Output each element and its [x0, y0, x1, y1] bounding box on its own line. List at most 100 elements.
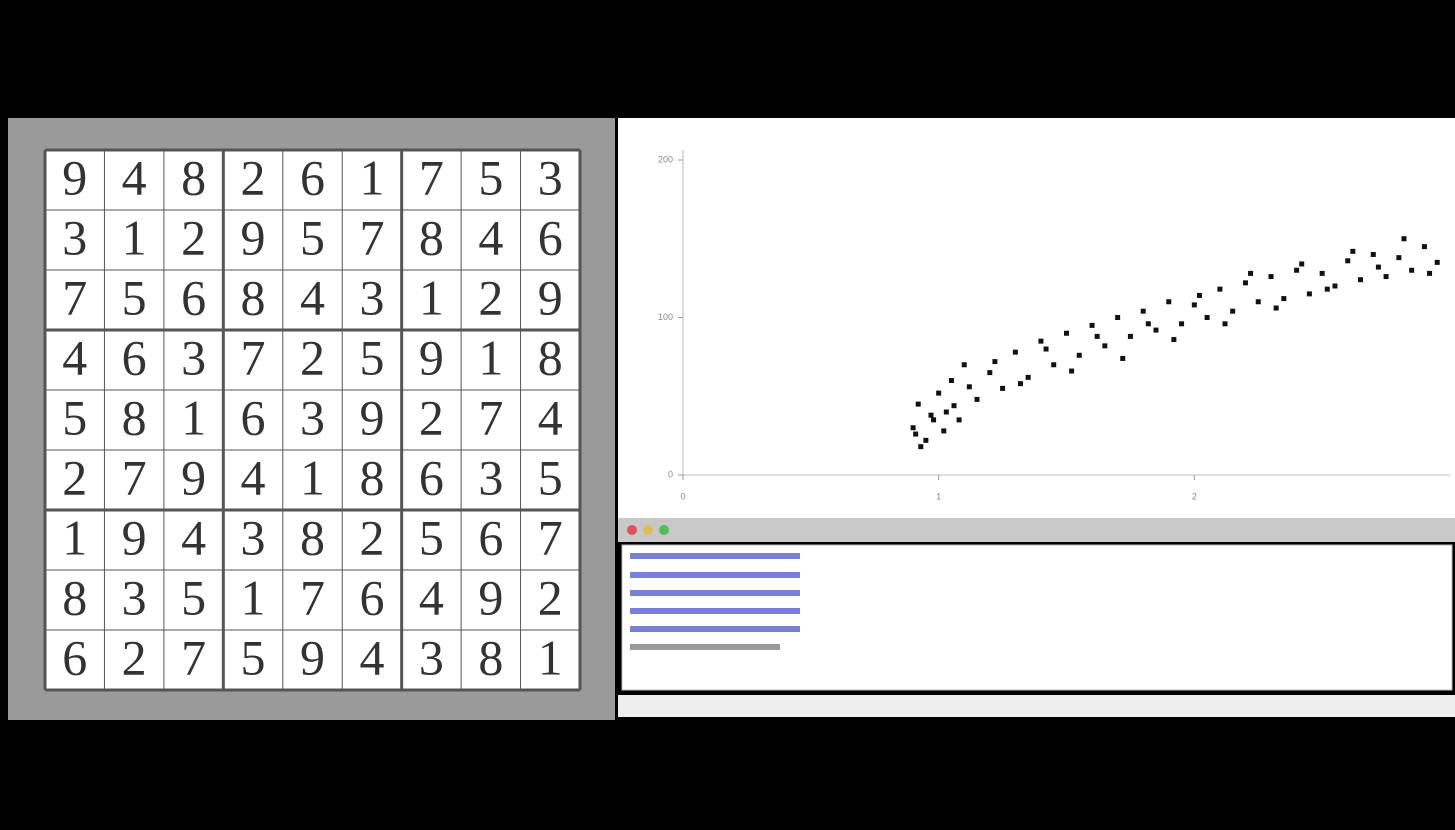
point — [1192, 302, 1197, 307]
sudoku-digit: 6 — [122, 329, 147, 385]
point — [1000, 386, 1005, 391]
point — [1384, 274, 1389, 279]
point — [1243, 280, 1248, 285]
point — [1090, 323, 1095, 328]
sudoku-digit: 1 — [122, 209, 147, 265]
point — [1332, 284, 1337, 289]
sudoku-digit: 5 — [419, 509, 444, 565]
point — [1223, 321, 1228, 326]
sudoku-digit: 8 — [419, 209, 444, 265]
point — [1217, 287, 1222, 292]
console-titlebar — [618, 518, 1455, 542]
sudoku-digit: 7 — [62, 269, 87, 325]
console-line — [630, 644, 780, 650]
sudoku-digit: 7 — [300, 569, 325, 625]
sudoku-digit: 1 — [538, 629, 563, 685]
point — [911, 425, 916, 430]
point — [975, 397, 980, 402]
point — [1128, 334, 1133, 339]
sudoku-digit: 6 — [241, 389, 266, 445]
sudoku-digit: 5 — [181, 569, 206, 625]
sudoku-digit: 3 — [181, 329, 206, 385]
sudoku-digit: 3 — [241, 509, 266, 565]
point — [1095, 334, 1100, 339]
point — [1345, 258, 1350, 263]
sudoku-digit: 6 — [419, 449, 444, 505]
sudoku-digit: 4 — [538, 389, 563, 445]
sudoku-digit: 6 — [359, 569, 384, 625]
point — [1069, 369, 1074, 374]
point — [1422, 244, 1427, 249]
sudoku-digit: 2 — [241, 149, 266, 205]
sudoku-digit: 4 — [300, 269, 325, 325]
sudoku-digit: 4 — [419, 569, 444, 625]
sudoku-digit: 6 — [181, 269, 206, 325]
point — [1401, 236, 1406, 241]
sudoku-digit: 8 — [300, 509, 325, 565]
point — [1051, 362, 1056, 367]
sudoku-digit: 4 — [122, 149, 147, 205]
point — [1409, 268, 1414, 273]
sudoku-digit: 4 — [478, 209, 503, 265]
console-line — [630, 608, 800, 614]
point — [1427, 271, 1432, 276]
point — [931, 417, 936, 422]
point — [992, 359, 997, 364]
point — [1358, 277, 1363, 282]
point — [1120, 356, 1125, 361]
x-tick-label: 2 — [1192, 491, 1197, 501]
sudoku-digit: 6 — [478, 509, 503, 565]
point — [923, 438, 928, 443]
point — [1153, 328, 1158, 333]
sudoku-digit: 9 — [478, 569, 503, 625]
x-tick-label: 1 — [936, 491, 941, 501]
sudoku-digit: 3 — [122, 569, 147, 625]
sudoku-digit: 2 — [538, 569, 563, 625]
point — [1013, 350, 1018, 355]
console-line — [630, 590, 800, 596]
sudoku-digit: 5 — [359, 329, 384, 385]
screen: 9482617533129578467568431294637259185816… — [0, 0, 1455, 825]
sudoku-digit: 1 — [300, 449, 325, 505]
status-bar — [618, 695, 1455, 717]
sudoku-digit: 2 — [359, 509, 384, 565]
point — [1064, 331, 1069, 336]
x-tick-label: 0 — [680, 491, 685, 501]
point — [1307, 291, 1312, 296]
sudoku-digit: 1 — [419, 269, 444, 325]
sudoku-digit: 9 — [300, 629, 325, 685]
point — [957, 417, 962, 422]
point — [1376, 265, 1381, 270]
sudoku-digit: 8 — [359, 449, 384, 505]
point — [1350, 249, 1355, 254]
minimize-button[interactable] — [643, 525, 653, 535]
point — [928, 413, 933, 418]
y-tick-label: 0 — [668, 469, 673, 479]
sudoku-digit: 9 — [538, 269, 563, 325]
sudoku-digit: 9 — [122, 509, 147, 565]
sudoku-digit: 6 — [300, 149, 325, 205]
sudoku-digit: 8 — [241, 269, 266, 325]
sudoku-digit: 2 — [300, 329, 325, 385]
point — [1102, 343, 1107, 348]
zoom-button[interactable] — [659, 525, 669, 535]
point — [1281, 296, 1286, 301]
sudoku-digit: 4 — [241, 449, 266, 505]
point — [1026, 375, 1031, 380]
close-button[interactable] — [627, 525, 637, 535]
point — [1205, 315, 1210, 320]
sudoku-digit: 8 — [478, 629, 503, 685]
sudoku-digit: 3 — [62, 209, 87, 265]
point — [1269, 274, 1274, 279]
sudoku-digit: 5 — [241, 629, 266, 685]
point — [1256, 299, 1261, 304]
point — [1325, 287, 1330, 292]
point — [1179, 321, 1184, 326]
y-tick-label: 200 — [658, 154, 673, 164]
sudoku-digit: 3 — [359, 269, 384, 325]
sudoku-digit: 5 — [300, 209, 325, 265]
plot-panel — [618, 118, 1455, 518]
point — [1230, 309, 1235, 314]
point — [1299, 261, 1304, 266]
